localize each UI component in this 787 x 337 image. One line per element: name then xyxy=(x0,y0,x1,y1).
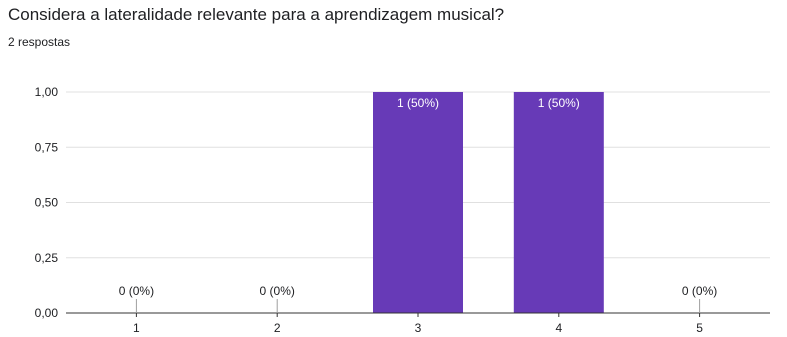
y-tick-label: 0,00 xyxy=(35,306,59,320)
x-tick-label: 3 xyxy=(415,321,422,335)
response-count: 2 respostas xyxy=(8,35,71,49)
y-tick-label: 1,00 xyxy=(35,85,59,99)
question-title: Considera a lateralidade relevante para … xyxy=(8,5,505,24)
bar-3 xyxy=(373,92,463,313)
y-tick-label: 0,25 xyxy=(35,251,59,265)
data-labels: 0 (0%) 0 (0%) 1 (50%) 1 (50%) 0 (0%) xyxy=(119,96,717,313)
x-axis xyxy=(66,312,770,317)
bar-4 xyxy=(513,92,604,313)
data-label: 0 (0%) xyxy=(682,284,717,298)
bars xyxy=(373,92,604,313)
data-label: 0 (0%) xyxy=(119,284,154,298)
data-label: 1 (50%) xyxy=(397,96,439,110)
y-tick-label: 0,75 xyxy=(35,140,59,154)
data-label: 1 (50%) xyxy=(538,96,580,110)
y-tick-label: 0,50 xyxy=(35,196,59,210)
y-axis-tick-labels: 0,00 0,25 0,50 0,75 1,00 xyxy=(35,85,59,320)
x-tick-label: 5 xyxy=(696,321,703,335)
x-tick-label: 4 xyxy=(555,321,562,335)
x-axis-tick-labels: 1 2 3 4 5 xyxy=(133,321,703,335)
data-label: 0 (0%) xyxy=(260,284,295,298)
x-tick-label: 2 xyxy=(274,321,281,335)
x-tick-label: 1 xyxy=(133,321,140,335)
